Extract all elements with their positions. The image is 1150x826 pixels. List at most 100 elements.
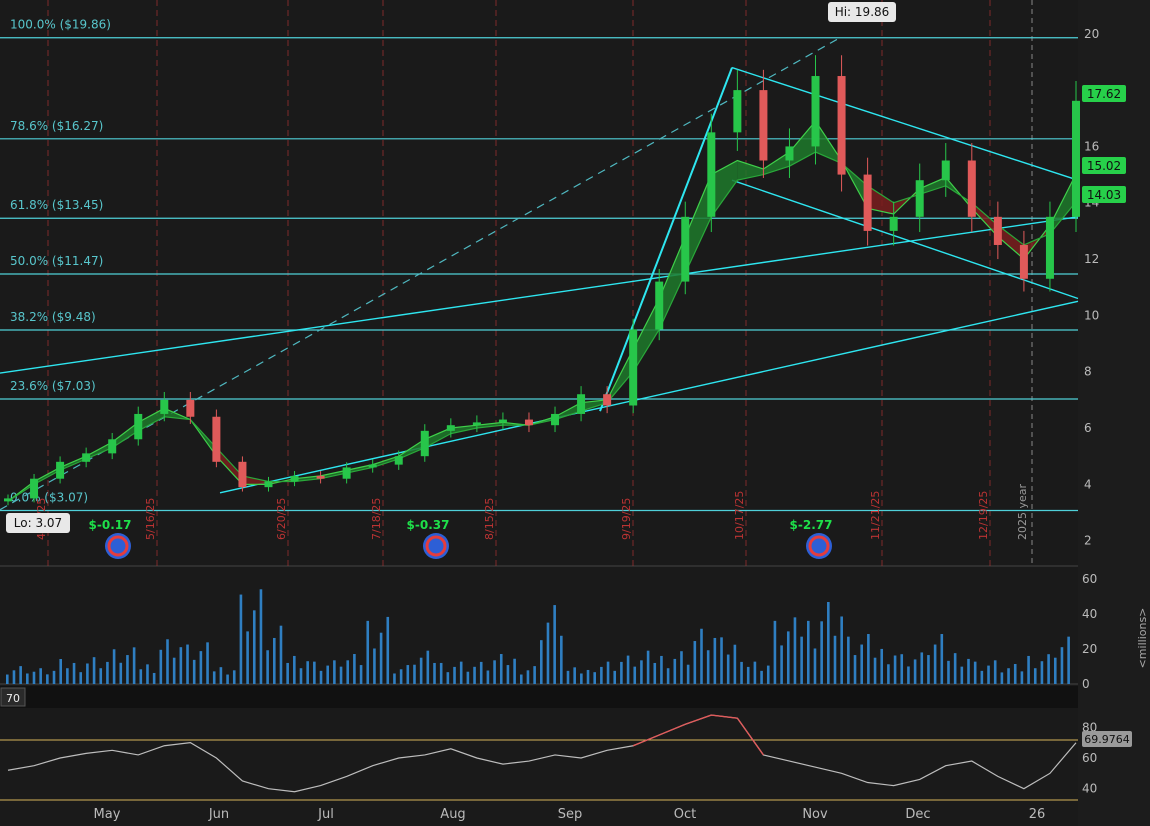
volume-bar	[486, 670, 490, 684]
candle-body	[30, 478, 39, 499]
volume-bar	[386, 616, 390, 684]
rsi-path	[7, 714, 1077, 793]
ema-band-segment	[633, 298, 660, 372]
volume-bar	[653, 662, 657, 684]
ema-band-segment	[294, 475, 321, 482]
volume-bar	[459, 661, 463, 684]
volume-bar	[146, 664, 149, 684]
volume-bar	[593, 672, 596, 684]
volume-bar	[313, 661, 316, 684]
candle-body	[681, 216, 690, 282]
price-badge-1	[1082, 85, 1126, 102]
volume-bar	[526, 670, 530, 684]
volume-bar	[993, 660, 997, 684]
volume-bar	[793, 617, 797, 684]
volume-bar	[1027, 655, 1030, 684]
volume-bar	[780, 645, 783, 684]
volume-bar	[413, 664, 416, 684]
month-label: Jun	[208, 807, 229, 822]
candle-body	[238, 461, 247, 488]
volume-bar	[52, 670, 56, 684]
volume-bar	[99, 668, 103, 684]
volume-bar	[713, 637, 717, 684]
volume-bar	[19, 666, 22, 684]
candle-body	[993, 216, 1002, 245]
rsi-tick-label: 40	[1082, 782, 1097, 796]
month-label: May	[94, 807, 121, 822]
volume-bar	[326, 665, 329, 684]
price-badge-1-text: 17.62	[1087, 87, 1121, 101]
volume-bar	[166, 639, 169, 684]
volume-unit-label: <millions>	[1136, 608, 1149, 669]
volume-bar	[600, 666, 603, 684]
volume-bar	[746, 666, 750, 684]
volume-bar	[940, 634, 944, 684]
volume-bar	[740, 661, 743, 684]
ema-band-segment	[971, 202, 998, 237]
candle-body	[420, 430, 429, 457]
volume-bar	[299, 668, 303, 684]
ema-band-segment	[86, 442, 113, 459]
volume-bar	[286, 662, 289, 684]
candle-body	[290, 475, 299, 482]
price-tick-label: 20	[1084, 27, 1099, 41]
volume-bar	[406, 665, 410, 684]
volume-bar	[626, 655, 630, 684]
volume-bar	[172, 657, 176, 684]
ema-band-segment	[372, 456, 399, 468]
volume-bar	[353, 654, 356, 684]
volume-bar	[379, 632, 383, 684]
candlesticks	[4, 55, 1080, 506]
volume-bar	[26, 673, 29, 684]
rsi-overbought-segment	[658, 723, 686, 736]
earnings-icon-ring	[808, 535, 830, 557]
year-label: 2025 year	[1016, 483, 1029, 540]
volume-bar	[92, 657, 96, 684]
rsi-header-box	[0, 687, 26, 707]
volume-bar	[533, 666, 536, 684]
volume-bar	[853, 655, 857, 684]
volume-bar	[620, 661, 623, 684]
event-date-label: 5/16/25	[144, 498, 157, 540]
candle-body	[1045, 216, 1054, 279]
candle-body	[264, 481, 273, 488]
fib-level-label: 23.6% ($7.03)	[10, 379, 96, 393]
price-badge-3	[1082, 186, 1126, 203]
ema-fast-line	[7, 120, 1077, 502]
candle-body	[82, 453, 91, 462]
volume-bar	[920, 652, 924, 684]
candle-body	[707, 132, 716, 217]
candle-body	[785, 146, 794, 161]
month-label: Sep	[558, 807, 583, 822]
volume-bar	[139, 669, 143, 684]
volume-bar	[419, 657, 423, 684]
volume-bar	[359, 665, 363, 684]
fib-level-label: 100.0% ($19.86)	[10, 18, 111, 32]
volume-bar	[840, 616, 843, 684]
rsi-overbought-segment	[711, 714, 738, 719]
fib-level-label: 38.2% ($9.48)	[10, 310, 96, 324]
earnings-label: $-2.77	[790, 518, 833, 532]
ema-band-segment	[320, 470, 347, 479]
month-label: Oct	[674, 807, 696, 822]
candle-body	[837, 76, 846, 175]
volume-bar	[700, 628, 703, 684]
candle-body	[212, 416, 221, 462]
volume-bar	[59, 659, 62, 684]
volume-bar	[933, 644, 937, 684]
candle-body	[577, 394, 586, 414]
volume-bar	[453, 666, 456, 684]
volume-bar	[900, 654, 904, 684]
volume-bar	[887, 664, 890, 684]
candle-body	[134, 413, 143, 440]
ema-band-segment	[60, 456, 87, 471]
volume-bar	[12, 670, 16, 684]
price-badge-3-text: 14.03	[1087, 188, 1121, 202]
volume-bar	[947, 660, 950, 684]
candle-body	[863, 174, 872, 231]
ema-band-segment	[34, 467, 61, 485]
event-date-label: 10/17/25	[733, 491, 746, 540]
volume-bar	[1067, 636, 1070, 684]
volume-bar	[212, 671, 216, 684]
candle-body	[629, 329, 638, 406]
